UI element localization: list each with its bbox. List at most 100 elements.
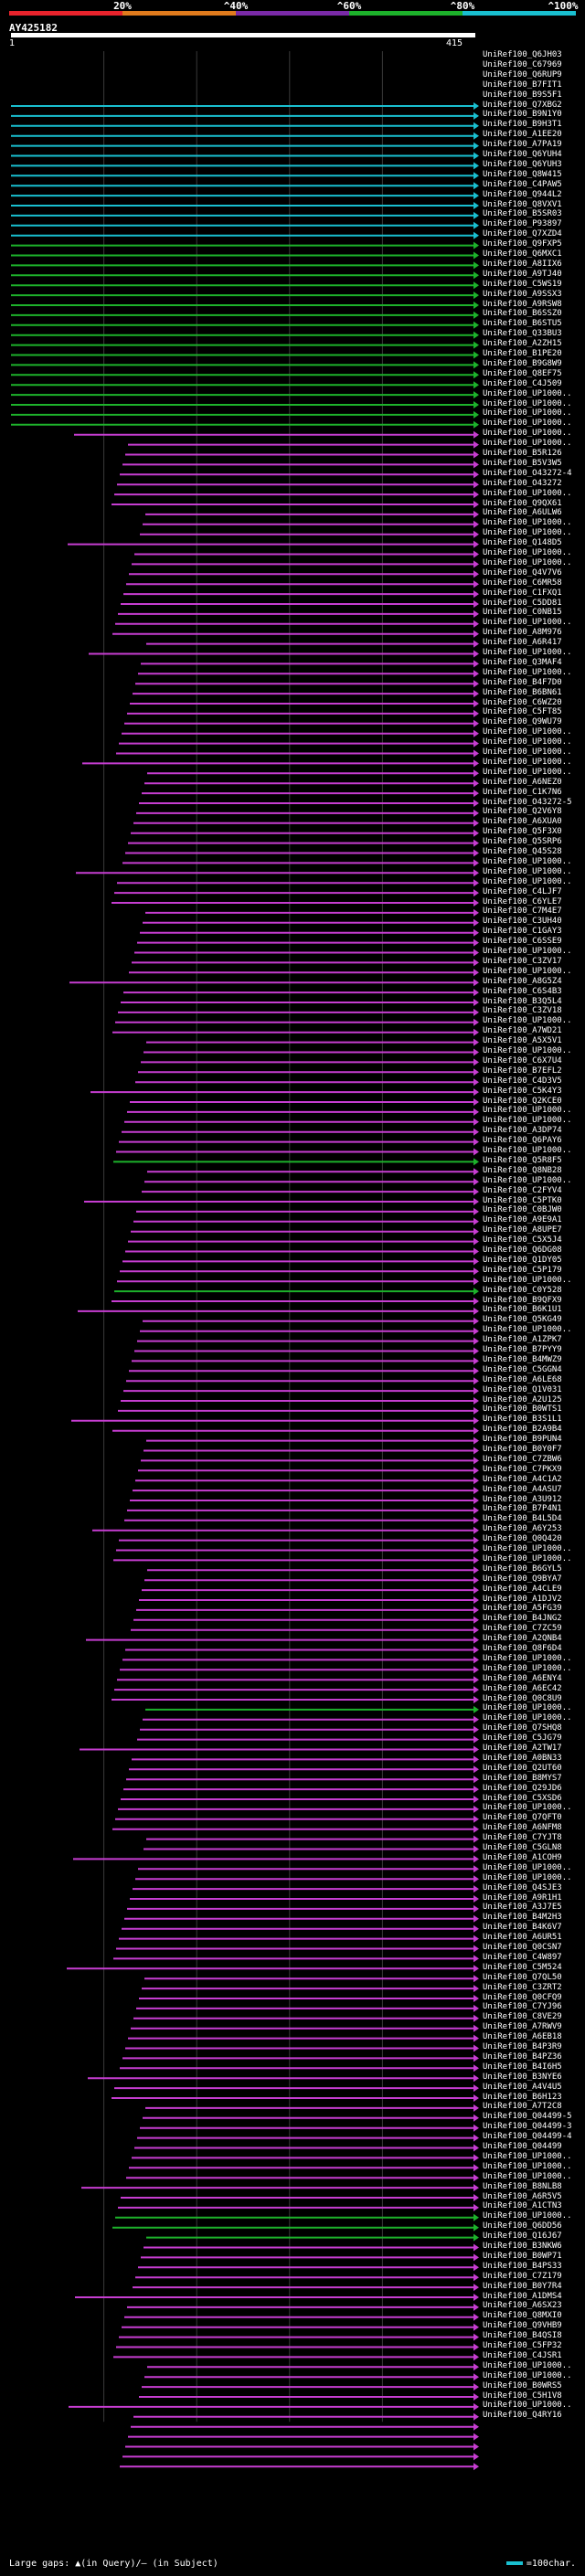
hit-label[interactable]: UniRef100_A6EC42 xyxy=(483,1683,562,1693)
hit-label[interactable]: UniRef100_A9R1H1 xyxy=(483,1892,562,1903)
hit-label[interactable]: UniRef100_B3Q5L4 xyxy=(483,996,562,1006)
hit-label[interactable]: UniRef100_UP1000.. xyxy=(483,439,572,449)
hit-label[interactable]: UniRef100_UP1000.. xyxy=(483,1325,572,1335)
hit-label[interactable]: UniRef100_A4ASU7 xyxy=(483,1484,562,1494)
hit-label[interactable]: UniRef100_A6Y253 xyxy=(483,1524,562,1534)
hit-label[interactable]: UniRef100_A0BN33 xyxy=(483,1753,562,1763)
hit-label[interactable]: UniRef100_UP1000.. xyxy=(483,856,572,866)
hit-label[interactable]: UniRef100_UP1000.. xyxy=(483,557,572,567)
hit-label[interactable]: UniRef100_B9G8W9 xyxy=(483,358,562,368)
hit-label[interactable]: UniRef100_UP1000.. xyxy=(483,866,572,876)
hit-label[interactable]: UniRef100_Q0Q420 xyxy=(483,1534,562,1544)
hit-label[interactable]: UniRef100_Q8EF75 xyxy=(483,368,562,378)
hit-label[interactable]: UniRef100_UP1000.. xyxy=(483,388,572,398)
hit-label[interactable]: UniRef100_A1DMS4 xyxy=(483,2291,562,2301)
hit-label[interactable]: UniRef100_B4I6H5 xyxy=(483,2062,562,2072)
hit-label[interactable]: UniRef100_UP1000.. xyxy=(483,1046,572,1055)
hit-label[interactable]: UniRef100_Q04499-5 xyxy=(483,2112,572,2122)
hit-label[interactable]: UniRef100_Q7QFT0 xyxy=(483,1813,562,1823)
hit-label[interactable]: UniRef100_C7PKX9 xyxy=(483,1464,562,1474)
hit-label[interactable]: UniRef100_UP1000.. xyxy=(483,1653,572,1663)
hit-label[interactable]: UniRef100_B6H123 xyxy=(483,2092,562,2102)
hit-label[interactable]: UniRef100_C4W897 xyxy=(483,1952,562,1962)
hit-label[interactable]: UniRef100_UP1000.. xyxy=(483,737,572,747)
hit-label[interactable]: UniRef100_B5R126 xyxy=(483,449,562,458)
hit-label[interactable]: UniRef100_UP1000.. xyxy=(483,1106,572,1116)
hit-label[interactable]: UniRef100_C2FYV4 xyxy=(483,1185,562,1195)
hit-label[interactable]: UniRef100_A8UPE7 xyxy=(483,1225,562,1235)
hit-label[interactable]: UniRef100_B6K1U1 xyxy=(483,1305,562,1315)
hit-label[interactable]: UniRef100_A6UR51 xyxy=(483,1933,562,1943)
hit-label[interactable]: UniRef100_C7Z179 xyxy=(483,2271,562,2281)
hit-label[interactable]: UniRef100_C5X5J4 xyxy=(483,1235,562,1246)
hit-label[interactable]: UniRef100_Q3MAF4 xyxy=(483,657,562,667)
hit-label[interactable]: UniRef100_C5WS19 xyxy=(483,279,562,289)
hit-label[interactable]: UniRef100_C5PTK0 xyxy=(483,1195,562,1205)
hit-label[interactable]: UniRef100_C7M4E7 xyxy=(483,906,562,917)
hit-label[interactable]: UniRef100_B7FIT1 xyxy=(483,80,562,90)
hit-label[interactable]: UniRef100_B4L5D4 xyxy=(483,1514,562,1524)
hit-label[interactable]: UniRef100_UP1000.. xyxy=(483,488,572,498)
hit-label[interactable]: UniRef100_A6R417 xyxy=(483,638,562,648)
hit-label[interactable]: UniRef100_UP1000.. xyxy=(483,2211,572,2221)
hit-label[interactable]: UniRef100_A2ZH15 xyxy=(483,339,562,349)
hit-label[interactable]: UniRef100_Q9FXP5 xyxy=(483,239,562,249)
hit-label[interactable]: UniRef100_B0Y7R4 xyxy=(483,2281,562,2291)
hit-label[interactable]: UniRef100_C5FP32 xyxy=(483,2341,562,2350)
hit-label[interactable]: UniRef100_UP1000.. xyxy=(483,398,572,408)
hit-label[interactable]: UniRef100_UP1000.. xyxy=(483,876,572,886)
hit-label[interactable]: UniRef100_Q9WU79 xyxy=(483,717,562,727)
hit-label[interactable]: UniRef100_B8NLB8 xyxy=(483,2181,562,2191)
hit-label[interactable]: UniRef100_Q33BU3 xyxy=(483,329,562,339)
hit-label[interactable]: UniRef100_C5H1V8 xyxy=(483,2390,562,2401)
hit-label[interactable]: UniRef100_UP1000.. xyxy=(483,1116,572,1126)
hit-label[interactable]: UniRef100_Q2KCE0 xyxy=(483,1096,562,1106)
hit-label[interactable]: UniRef100_Q944L2 xyxy=(483,189,562,199)
hit-label[interactable]: UniRef100_C4LJF7 xyxy=(483,886,562,896)
hit-label[interactable]: UniRef100_UP1000.. xyxy=(483,1275,572,1285)
hit-label[interactable]: UniRef100_A9TJ40 xyxy=(483,269,562,279)
hit-label[interactable]: UniRef100_UP1000.. xyxy=(483,408,572,419)
hit-label[interactable]: UniRef100_C4JSR1 xyxy=(483,2350,562,2360)
hit-label[interactable]: UniRef100_A7PA19 xyxy=(483,140,562,150)
hit-label[interactable]: UniRef100_B4PZ36 xyxy=(483,2051,562,2062)
hit-label[interactable]: UniRef100_B4PS33 xyxy=(483,2261,562,2271)
hit-label[interactable]: UniRef100_Q0CSN7 xyxy=(483,1943,562,1952)
hit-label[interactable]: UniRef100_C5XSD6 xyxy=(483,1793,562,1803)
hit-label[interactable]: UniRef100_C6SSE9 xyxy=(483,937,562,947)
hit-label[interactable]: UniRef100_UP1000.. xyxy=(483,419,572,429)
hit-label[interactable]: UniRef100_A7T2C8 xyxy=(483,2102,562,2112)
hit-label[interactable]: UniRef100_UP1000.. xyxy=(483,1872,572,1882)
hit-label[interactable]: UniRef100_A1CTN3 xyxy=(483,2201,562,2211)
hit-label[interactable]: UniRef100_A7WD21 xyxy=(483,1026,562,1036)
hit-label[interactable]: UniRef100_C3UH40 xyxy=(483,917,562,927)
hit-label[interactable]: UniRef100_Q6DG08 xyxy=(483,1246,562,1255)
hit-label[interactable]: UniRef100_B4P3R9 xyxy=(483,2042,562,2051)
hit-label[interactable]: UniRef100_Q0C8U9 xyxy=(483,1693,562,1703)
hit-label[interactable]: UniRef100_Q5R8F5 xyxy=(483,1155,562,1165)
hit-label[interactable]: UniRef100_B0WP71 xyxy=(483,2251,562,2261)
hit-label[interactable]: UniRef100_B8MYS7 xyxy=(483,1773,562,1783)
hit-label[interactable]: UniRef100_A1EE20 xyxy=(483,130,562,140)
hit-label[interactable]: UniRef100_C1K7N6 xyxy=(483,787,562,797)
hit-label[interactable]: UniRef100_Q5F3X0 xyxy=(483,827,562,837)
hit-label[interactable]: UniRef100_C5DD81 xyxy=(483,598,562,608)
hit-label[interactable]: UniRef100_UP1000.. xyxy=(483,2151,572,2161)
hit-label[interactable]: UniRef100_A4V4U5 xyxy=(483,2082,562,2092)
hit-label[interactable]: UniRef100_C4PAW5 xyxy=(483,179,562,189)
hit-label[interactable]: UniRef100_UP1000.. xyxy=(483,429,572,439)
hit-label[interactable]: UniRef100_B9PUN4 xyxy=(483,1435,562,1445)
hit-label[interactable]: UniRef100_A2TW17 xyxy=(483,1744,562,1753)
hit-label[interactable]: UniRef100_B9S5F1 xyxy=(483,90,562,100)
hit-label[interactable]: UniRef100_Q8W415 xyxy=(483,169,562,179)
hit-label[interactable]: UniRef100_UP1000.. xyxy=(483,727,572,737)
hit-label[interactable]: UniRef100_C6X7U4 xyxy=(483,1055,562,1065)
hit-label[interactable]: UniRef100_C5K4Y3 xyxy=(483,1086,562,1096)
hit-label[interactable]: UniRef100_Q8VXV1 xyxy=(483,199,562,209)
hit-label[interactable]: UniRef100_Q2V6Y8 xyxy=(483,807,562,817)
hit-label[interactable]: UniRef100_O43272 xyxy=(483,478,562,488)
hit-label[interactable]: UniRef100_A4CLE9 xyxy=(483,1584,562,1594)
hit-label[interactable]: UniRef100_B7P4N1 xyxy=(483,1504,562,1514)
hit-label[interactable]: UniRef100_C5FT85 xyxy=(483,707,562,717)
hit-label[interactable]: UniRef100_Q6RUP9 xyxy=(483,69,562,80)
